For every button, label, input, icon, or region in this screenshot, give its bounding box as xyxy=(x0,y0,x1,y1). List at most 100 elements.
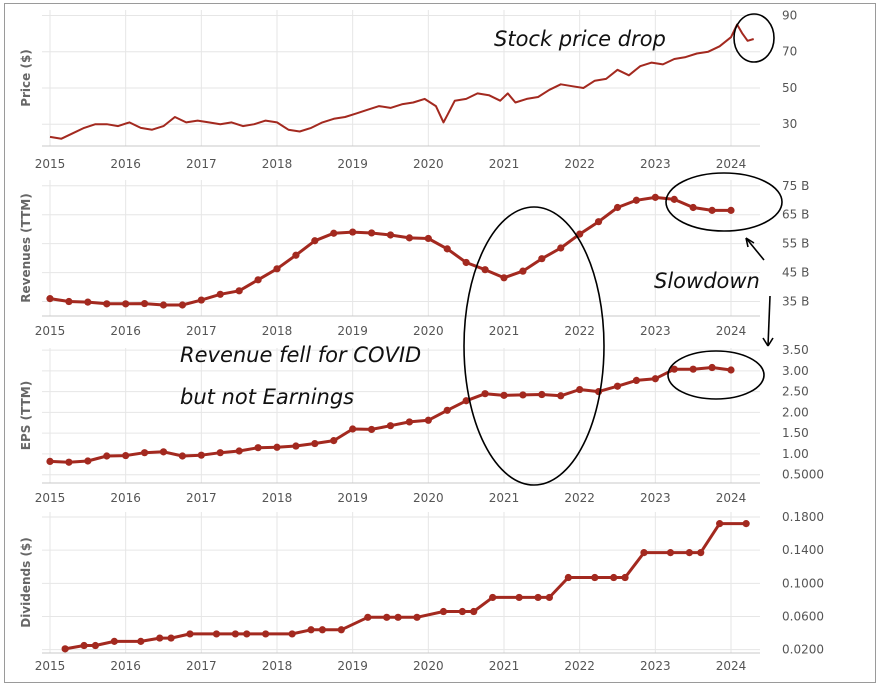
data-point xyxy=(500,274,508,282)
data-point xyxy=(262,630,270,638)
data-point xyxy=(708,363,716,372)
data-point xyxy=(122,300,130,308)
y-tick-label: 2.50 xyxy=(782,385,809,399)
data-point xyxy=(424,416,432,424)
data-point xyxy=(685,549,693,557)
y-tick-label: 1.50 xyxy=(782,426,809,440)
data-point xyxy=(538,390,546,399)
stock-drop-label: Stock price drop xyxy=(494,27,666,51)
data-point xyxy=(621,573,629,582)
data-point xyxy=(156,634,164,642)
slowdown-arrowhead-down xyxy=(762,337,774,347)
data-point xyxy=(534,593,542,602)
data-point xyxy=(538,255,546,263)
data-point xyxy=(394,613,402,621)
data-point xyxy=(103,452,111,460)
data-point xyxy=(140,449,149,457)
x-tick-label: 2022 xyxy=(564,491,595,505)
data-point xyxy=(364,613,372,621)
x-tick-label: 2023 xyxy=(640,491,671,505)
data-point xyxy=(349,425,357,433)
data-point xyxy=(216,290,224,298)
data-point xyxy=(481,390,489,398)
y-axis-label: Price ($) xyxy=(19,49,33,107)
slowdown-arrow-down xyxy=(767,295,771,347)
x-tick-label: 2015 xyxy=(35,491,66,505)
series-line xyxy=(49,23,754,140)
panel-4: 2015 2016 2017 2018 2019 2020 2021 2022 2023 2024… xyxy=(19,510,824,673)
data-point xyxy=(61,645,69,653)
data-point xyxy=(443,406,451,414)
data-point xyxy=(689,203,697,212)
x-tick-label: 2024 xyxy=(716,659,747,673)
data-point xyxy=(405,418,414,426)
y-tick-label: 0.0200 xyxy=(782,643,824,657)
data-point xyxy=(367,229,376,237)
data-point xyxy=(610,573,618,582)
x-tick-label: 2022 xyxy=(564,659,595,673)
data-point xyxy=(383,613,391,621)
data-point xyxy=(413,613,421,621)
x-tick-label: 2017 xyxy=(186,659,217,673)
data-point xyxy=(716,520,724,528)
covid-label-line2: but not Earnings xyxy=(180,385,354,409)
data-point xyxy=(235,447,243,455)
data-point xyxy=(708,206,716,214)
data-point xyxy=(186,630,194,638)
x-tick-label: 2016 xyxy=(110,324,141,338)
x-tick-label: 2017 xyxy=(186,491,217,505)
data-point xyxy=(318,626,326,634)
data-point xyxy=(651,193,659,201)
x-tick-label: 2019 xyxy=(337,157,368,171)
data-point xyxy=(80,641,88,650)
y-tick-label: 0.1000 xyxy=(782,576,824,590)
x-tick-label: 2020 xyxy=(413,324,444,338)
x-tick-label: 2021 xyxy=(489,324,520,338)
panel-2: 2015 2016 2017 2018 2019 2020 2021 2022 2023 2024… xyxy=(19,179,809,338)
y-tick-label: 65 B xyxy=(782,208,809,222)
data-point xyxy=(254,276,262,284)
data-point xyxy=(337,626,345,634)
y-tick-label: 0.1400 xyxy=(782,543,824,557)
data-point xyxy=(122,451,130,460)
data-point xyxy=(697,549,705,557)
data-point xyxy=(307,626,315,634)
data-point xyxy=(137,637,145,645)
data-point xyxy=(564,573,572,582)
data-point xyxy=(515,593,523,602)
slowdown-arrowhead-up xyxy=(745,237,755,248)
y-tick-label: 3.00 xyxy=(782,364,809,378)
data-point xyxy=(84,457,92,465)
data-point xyxy=(576,230,584,238)
data-point xyxy=(613,203,622,212)
x-tick-label: 2024 xyxy=(716,157,747,171)
x-tick-label: 2018 xyxy=(262,157,293,171)
data-point xyxy=(311,237,319,245)
y-tick-label: 2.00 xyxy=(782,405,809,419)
series-line xyxy=(48,366,733,464)
y-tick-label: 45 B xyxy=(782,266,809,280)
data-point xyxy=(481,266,489,274)
data-point xyxy=(458,607,466,616)
annotation-stock-drop: Stock price drop xyxy=(494,13,775,63)
data-point xyxy=(367,425,376,434)
data-point xyxy=(470,607,478,616)
slowdown-arrow-up xyxy=(745,237,765,261)
data-point xyxy=(140,299,149,308)
covid-label-line1: Revenue fell for COVID xyxy=(180,343,421,367)
x-tick-label: 2015 xyxy=(35,157,66,171)
annotation-slowdown: Slowdown xyxy=(654,172,783,400)
data-point xyxy=(670,365,678,373)
series-line xyxy=(48,195,733,307)
x-tick-label: 2021 xyxy=(489,659,520,673)
y-axis-label: Dividends ($) xyxy=(19,537,33,628)
data-point xyxy=(288,630,296,638)
x-tick-label: 2024 xyxy=(716,491,747,505)
data-point xyxy=(519,391,527,399)
slowdown-label: Slowdown xyxy=(654,269,760,293)
data-point xyxy=(349,228,357,236)
y-tick-label: 0.0600 xyxy=(782,610,824,624)
x-tick-label: 2022 xyxy=(564,324,595,338)
x-tick-label: 2022 xyxy=(564,157,595,171)
